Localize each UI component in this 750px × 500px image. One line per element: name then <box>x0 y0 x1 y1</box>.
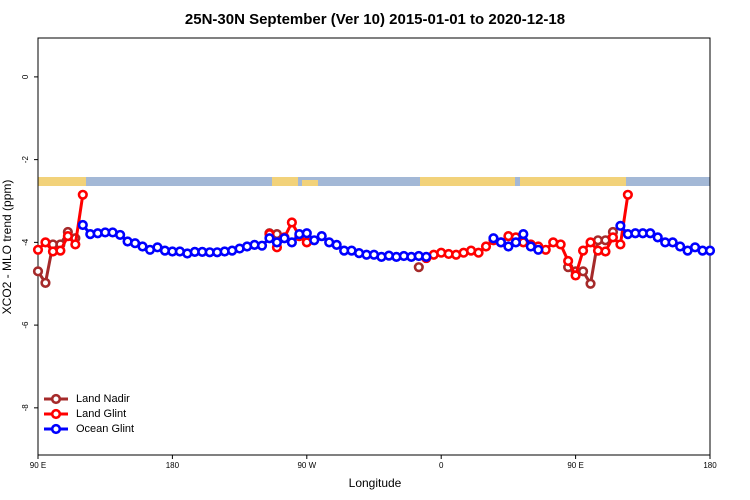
series-marker <box>301 228 312 239</box>
series-marker <box>115 229 126 241</box>
series-marker <box>555 239 566 250</box>
legend-marker <box>50 423 62 435</box>
series-marker <box>40 277 51 289</box>
y-tick-label: -8 <box>21 404 30 412</box>
x-axis-label: Longitude <box>349 476 402 490</box>
series-marker <box>62 231 73 242</box>
series-marker <box>264 233 275 244</box>
series-marker <box>675 241 686 252</box>
series-marker <box>55 245 66 256</box>
series-marker <box>421 251 432 262</box>
series-marker <box>286 217 297 228</box>
y-axis-label: XCO2 - MLO trend (ppm) <box>0 180 14 315</box>
series-marker <box>533 244 544 255</box>
y-tick-label: -2 <box>21 156 30 164</box>
series-marker <box>32 244 44 255</box>
series-marker <box>488 233 499 244</box>
series-marker <box>563 255 574 267</box>
x-tick-label: 90 W <box>297 461 316 470</box>
x-tick-label: 90 E <box>30 461 46 470</box>
legend-marker <box>50 393 62 405</box>
legend-label: Ocean Glint <box>76 423 134 435</box>
series-marker <box>667 237 678 248</box>
series-marker <box>256 240 268 251</box>
series-marker <box>577 245 589 256</box>
series-marker <box>480 241 492 252</box>
x-tick-label: 180 <box>166 461 180 470</box>
legend-label: Land Nadir <box>76 393 130 405</box>
y-tick-label: 0 <box>21 74 30 79</box>
series-marker <box>518 228 529 240</box>
x-tick-label: 180 <box>703 461 717 470</box>
series-marker <box>331 239 342 250</box>
series-marker <box>600 246 611 257</box>
series-marker <box>271 237 283 248</box>
series-marker <box>645 228 656 239</box>
legend-marker <box>50 408 62 420</box>
series-marker <box>503 241 514 252</box>
series-marker <box>615 220 626 231</box>
series-marker <box>316 231 327 242</box>
map-strip <box>38 177 710 186</box>
series-marker <box>585 237 596 248</box>
series-marker <box>510 237 521 248</box>
series-marker <box>413 262 424 273</box>
x-tick-label: 0 <box>439 461 444 470</box>
chart-title: 25N-30N September (Ver 10) 2015-01-01 to… <box>185 11 565 28</box>
series-marker <box>704 245 716 256</box>
series-marker <box>40 237 51 248</box>
series-marker <box>652 232 663 243</box>
series-marker <box>570 270 581 281</box>
x-tick-label: 90 E <box>567 461 583 470</box>
series-marker <box>495 237 507 248</box>
series-marker <box>615 239 626 250</box>
series-marker <box>77 189 88 200</box>
series-marker <box>32 266 44 277</box>
series-marker <box>309 235 320 246</box>
series-marker <box>622 189 633 200</box>
legend-label: Land Glint <box>76 408 126 420</box>
series-marker <box>577 266 589 277</box>
y-tick-label: -4 <box>21 238 30 246</box>
series-marker <box>607 232 619 243</box>
series-marker <box>473 247 484 258</box>
series-marker <box>77 219 88 231</box>
series-marker <box>70 239 81 250</box>
series-marker <box>279 233 290 244</box>
y-tick-label: -6 <box>21 321 30 329</box>
series-marker <box>585 278 596 289</box>
series-marker <box>286 237 297 248</box>
